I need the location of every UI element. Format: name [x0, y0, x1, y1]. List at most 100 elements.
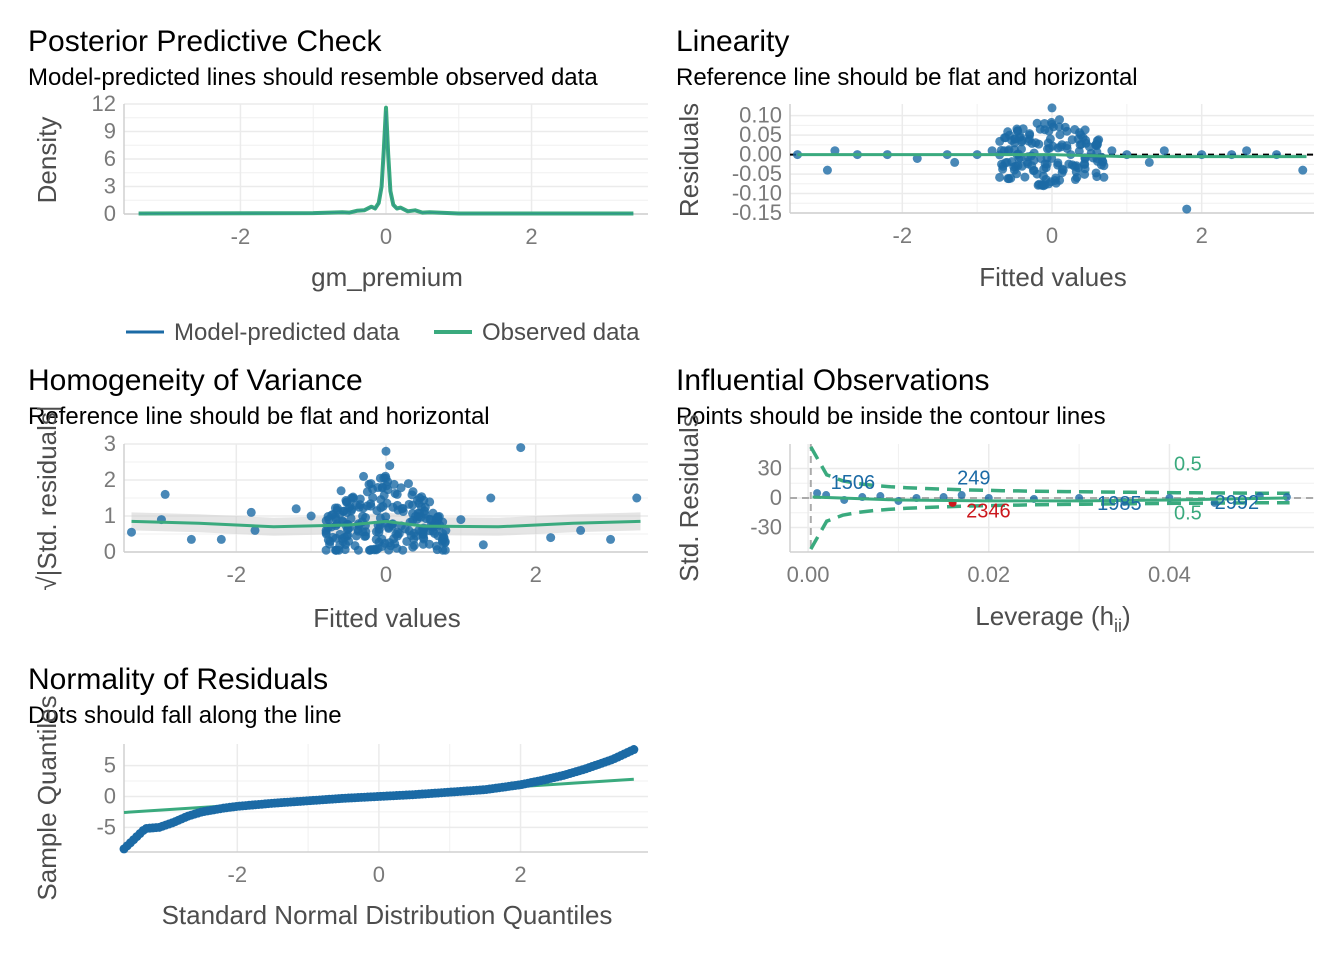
ppc-title: Posterior Predictive Check — [28, 25, 382, 58]
homogeneity-point-4 — [216, 534, 226, 544]
homogeneity-xtick-label-2: 2 — [530, 562, 542, 587]
linearity-cloud-point-35 — [1055, 130, 1065, 140]
influential-point-8 — [957, 491, 966, 500]
homogeneity-xtick-label-0: -2 — [227, 562, 247, 587]
homogeneity-point-16 — [392, 489, 402, 499]
influential-annotation-0: 1506 — [831, 472, 876, 494]
linearity-point-0 — [792, 150, 802, 160]
linearity-point-16 — [1047, 103, 1057, 113]
influential-annotation-6: 0.5 — [1174, 503, 1202, 525]
linearity-point-13 — [1025, 130, 1035, 140]
linearity-point-29 — [1182, 204, 1192, 214]
influential-annotation-3: 1985 — [1097, 493, 1142, 515]
ppc-ytick-label-0: 0 — [104, 201, 116, 226]
homogeneity-point-17 — [403, 479, 413, 489]
homogeneity-cloud-point-214 — [392, 543, 402, 553]
normality-subtitle: Dots should fall along the line — [28, 702, 342, 729]
normality-ylabel: Sample Quantiles — [32, 695, 62, 900]
normality-plot-area: -2 0 2 -5 0 5 — [96, 744, 648, 887]
ppc-xlabel: gm_premium — [311, 262, 463, 292]
homogeneity-point-3 — [186, 534, 196, 544]
ppc-model-line — [138, 110, 634, 215]
homogeneity-ytick-label-1: 1 — [104, 503, 116, 528]
linearity-title: Linearity — [676, 25, 789, 58]
linearity-point-32 — [1242, 146, 1252, 156]
influential-annotation-1: 249 — [957, 467, 990, 489]
influential-point-14 — [1210, 498, 1219, 507]
linearity-cloud-point-130 — [1040, 180, 1050, 190]
linearity-point-22 — [1073, 134, 1083, 144]
homogeneity-point-18 — [415, 493, 425, 503]
linearity-point-7 — [950, 157, 960, 167]
linearity-cloud-point-67 — [1020, 172, 1030, 182]
homogeneity-xtick-label-1: 0 — [380, 562, 392, 587]
influential-xlabel-sub: ii — [1114, 616, 1122, 636]
linearity-xtick-label-0: -2 — [893, 223, 913, 248]
homogeneity-cloud-point-180 — [438, 517, 448, 527]
homogeneity-point-20 — [441, 525, 451, 535]
homogeneity-cloud-point-158 — [351, 531, 361, 541]
influential-ytick-label-0: -30 — [750, 514, 782, 539]
linearity-point-34 — [1298, 165, 1308, 175]
linearity-cloud-point-114 — [1047, 119, 1057, 129]
linearity-cloud-point-119 — [1099, 172, 1109, 182]
homogeneity-point-15 — [385, 461, 395, 471]
ppc-ytick-label-1: 3 — [104, 174, 116, 199]
linearity-point-14 — [1032, 169, 1042, 179]
homogeneity-point-7 — [291, 504, 301, 514]
linearity-point-18 — [1054, 115, 1064, 125]
linearity-point-21 — [1069, 161, 1079, 171]
linearity-xlabel: Fitted values — [979, 262, 1126, 292]
influential-xtick-label-1: 0.02 — [967, 562, 1010, 587]
linearity-ytick-label-0: -0.15 — [732, 200, 782, 225]
homogeneity-cloud-point-216 — [440, 538, 450, 548]
homogeneity-cloud-point-140 — [374, 527, 384, 537]
homogeneity-cloud-point-197 — [416, 512, 426, 522]
linearity-point-23 — [1084, 142, 1094, 152]
linearity-point-37 — [1043, 138, 1053, 148]
homogeneity-cloud-point-215 — [348, 493, 358, 503]
normality-ytick-label-0: -5 — [96, 814, 116, 839]
normality-xtick-label-1: 0 — [373, 862, 385, 887]
normality-xtick-label-0: -2 — [228, 862, 248, 887]
influential-ytick-label-2: 30 — [758, 456, 782, 481]
influential-annotation-5: 0.5 — [1174, 454, 1202, 476]
linearity-point-28 — [1159, 146, 1169, 156]
influential-subtitle: Points should be inside the contour line… — [676, 403, 1106, 430]
homogeneity-cloud-point-209 — [372, 506, 382, 516]
normality-ytick-label-1: 0 — [104, 783, 116, 808]
linearity-point-11 — [1010, 138, 1020, 148]
homogeneity-ytick-label-3: 3 — [104, 431, 116, 456]
homogeneity-plot-area: -2 0 2 0 1 2 3 — [104, 431, 648, 587]
ppc-ylabel: Density — [32, 117, 62, 204]
homogeneity-cloud-point-172 — [424, 539, 434, 549]
linearity-cloud-point-96 — [1092, 172, 1102, 182]
influential-ytick-label-1: 0 — [770, 485, 782, 510]
linearity-cloud-point-134 — [1054, 122, 1064, 132]
normality-ytick-label-2: 5 — [104, 753, 116, 778]
homogeneity-cloud-point-165 — [375, 473, 385, 483]
linearity-cloud-point-82 — [1004, 145, 1014, 155]
linearity-point-17 — [1051, 173, 1061, 183]
panel-normality: Normality of Residuals Dots should fall … — [28, 663, 648, 930]
homogeneity-point-9 — [321, 525, 331, 535]
homogeneity-point-8 — [306, 511, 316, 521]
homogeneity-point-29 — [418, 533, 428, 543]
homogeneity-point-21 — [456, 515, 466, 525]
homogeneity-point-0 — [126, 527, 136, 537]
homogeneity-cloud-point-171 — [408, 508, 418, 518]
influential-contour-lower — [809, 500, 1290, 550]
homogeneity-cloud-point-203 — [366, 499, 376, 509]
ppc-ytick-label-2: 6 — [104, 146, 116, 171]
linearity-point-25 — [1107, 146, 1117, 156]
homogeneity-cloud-point-130 — [373, 544, 383, 554]
homogeneity-subtitle: Reference line should be flat and horizo… — [28, 403, 490, 430]
homogeneity-cloud-point-181 — [377, 534, 387, 544]
influential-plot-area: 0.00 0.02 0.04 -30 0 30 1506 249 2346 1985 2992 0.5… — [750, 444, 1314, 587]
panel-ppc: Posterior Predictive Check Model-predict… — [28, 25, 648, 292]
linearity-cloud-point-137 — [1079, 159, 1089, 169]
linearity-point-1 — [822, 165, 832, 175]
homogeneity-point-12 — [359, 471, 369, 481]
